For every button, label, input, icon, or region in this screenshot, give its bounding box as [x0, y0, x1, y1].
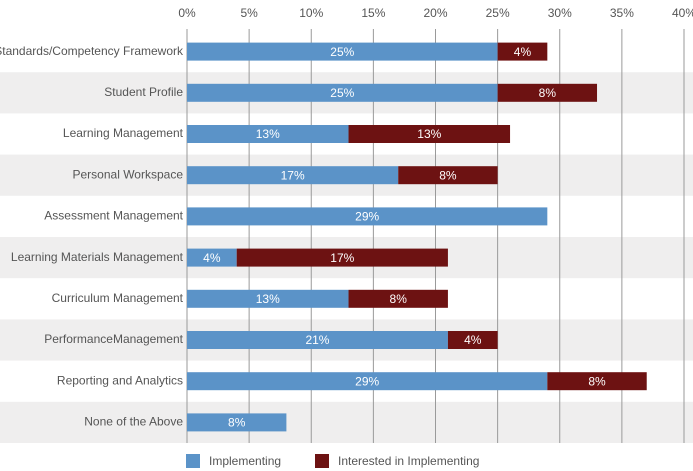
x-tick-label: 40% — [672, 6, 693, 20]
value-label: 4% — [514, 45, 532, 59]
value-label: 13% — [256, 127, 280, 141]
bar-segment — [187, 42, 498, 61]
bar-segment — [187, 372, 548, 391]
value-label: 13% — [417, 127, 441, 141]
y-tick-label: Learning Materials Management — [11, 250, 184, 264]
bar-segment — [187, 331, 448, 349]
value-label: 8% — [588, 374, 606, 388]
value-label: 4% — [464, 333, 482, 347]
bar-segment — [187, 413, 287, 432]
value-label: 25% — [330, 86, 354, 100]
y-tick-label: None of the Above — [84, 415, 183, 429]
y-tick-label: Reporting and Analytics — [57, 373, 183, 387]
bar-segment — [236, 248, 448, 267]
value-label: 29% — [355, 374, 379, 388]
y-tick-label: Learning Management — [63, 126, 184, 140]
x-tick-label: 20% — [423, 6, 447, 20]
value-label: 8% — [439, 168, 457, 182]
value-label: 8% — [539, 86, 557, 100]
y-tick-label: PerformanceManagement — [44, 332, 183, 346]
value-label: 17% — [281, 168, 305, 182]
legend-label: Implementing — [209, 454, 281, 468]
x-tick-label: 5% — [240, 6, 258, 20]
bar-segment — [348, 125, 511, 143]
bar-segment — [497, 42, 548, 61]
bar-segment — [187, 125, 349, 143]
bar-segment — [398, 166, 498, 185]
x-tick-label: 15% — [361, 6, 385, 20]
y-tick-label: Student Profile — [104, 85, 183, 99]
legend-swatch — [315, 454, 329, 468]
x-tick-label: 35% — [610, 6, 634, 20]
value-label: 13% — [256, 292, 280, 306]
bar-segment — [187, 207, 548, 226]
x-tick-label: 25% — [486, 6, 510, 20]
bar-segment — [187, 166, 399, 185]
value-label: 4% — [203, 251, 221, 265]
value-label: 8% — [390, 292, 408, 306]
bar-segment — [187, 248, 237, 267]
x-tick-label: 30% — [548, 6, 572, 20]
value-label: 8% — [228, 416, 246, 430]
bar-segment — [447, 331, 498, 349]
bar-segment — [187, 83, 498, 102]
row-band — [0, 401, 693, 443]
y-tick-label: Curriculum Management — [52, 291, 184, 305]
bar-segment — [547, 372, 647, 391]
value-label: 29% — [355, 210, 379, 224]
bar-segment — [187, 289, 349, 308]
x-tick-label: 0% — [178, 6, 196, 20]
bar-segment — [348, 289, 448, 308]
y-tick-label: Personal Workspace — [73, 167, 184, 181]
legend-swatch — [186, 454, 200, 468]
value-label: 21% — [305, 333, 329, 347]
value-label: 25% — [330, 45, 354, 59]
value-label: 17% — [330, 251, 354, 265]
legend-label: Interested in Implementing — [338, 454, 479, 468]
y-tick-label: Assessment Management — [44, 209, 183, 223]
x-tick-label: 10% — [299, 6, 323, 20]
y-tick-label: Standards/Competency Framework — [0, 44, 184, 58]
bar-segment — [497, 83, 598, 102]
